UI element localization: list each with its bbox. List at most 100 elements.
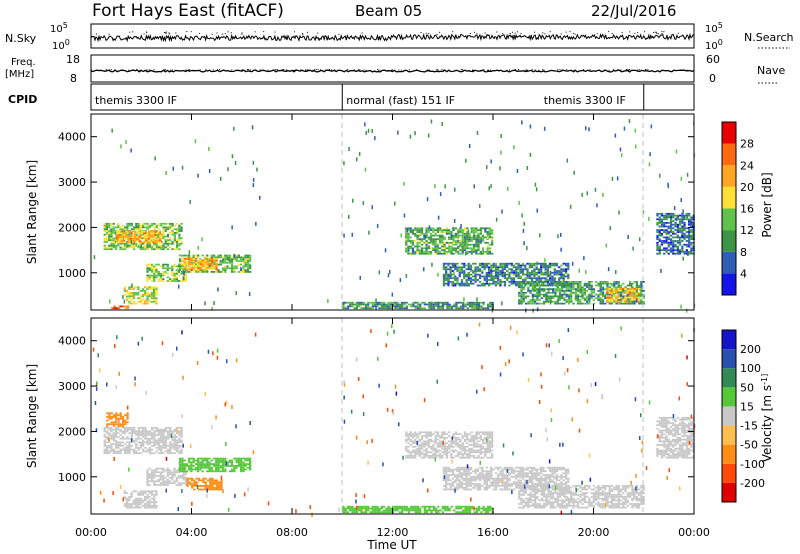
nsearch-point [549, 31, 551, 33]
nave-label: Nave [757, 64, 785, 77]
y-tick-label-1: 2000 [58, 221, 86, 234]
nsearch-point [166, 31, 167, 33]
nave-point [122, 69, 124, 71]
nave-point [134, 70, 136, 71]
x-axis-label: Time UT [366, 538, 417, 552]
nave-point [608, 69, 610, 71]
power-colorbar-label: Power [dB] [760, 172, 774, 237]
nsky-line [90, 32, 695, 43]
nsearch-point [146, 31, 148, 33]
nsky-panel: N.Sky 105 100 105 100 N.Search [5, 21, 794, 53]
nave-point [627, 69, 629, 71]
nave-point [162, 69, 164, 71]
x-tick-label-1: 04:00 [176, 526, 208, 539]
nsearch-point [132, 31, 134, 33]
nave-point [317, 69, 319, 71]
nsearch-point [656, 33, 658, 35]
nave-point [293, 70, 295, 71]
nave-point [427, 69, 429, 71]
nave-point [281, 69, 283, 71]
nave-point [534, 69, 536, 71]
nave-point [312, 69, 314, 71]
nave-point [488, 69, 490, 71]
x-tick-label-2: 08:00 [276, 526, 308, 539]
nsearch-point [634, 32, 636, 34]
nave-point [276, 69, 278, 71]
nave-point [300, 69, 302, 71]
nave-point [480, 69, 482, 71]
nave-point [217, 69, 218, 71]
nave-point [301, 69, 303, 71]
nsearch-point [544, 33, 546, 35]
colorbar-tick-label-3: 15 [740, 400, 754, 413]
nsearch-point [241, 33, 243, 35]
nave-point [416, 69, 418, 71]
nave-point [400, 69, 402, 71]
nsearch-point [338, 33, 340, 35]
nsearch-point [621, 31, 623, 33]
colorbar-tick-label-0: 200 [740, 343, 761, 356]
nave-point [436, 69, 438, 71]
date-label: 22/Jul/2016 [591, 2, 676, 20]
nsearch-tick-high: 105 [705, 21, 723, 36]
nave-point [247, 69, 249, 71]
nsearch-point [572, 32, 574, 34]
power-background [91, 114, 694, 310]
power-data [93, 119, 696, 313]
nsearch-point [662, 33, 664, 35]
nave-tick-low: 0 [709, 72, 716, 85]
nave-point [292, 69, 294, 71]
nave-point [169, 69, 171, 71]
nave-point [334, 69, 336, 71]
nave-point [365, 69, 367, 71]
nsearch-point [436, 33, 438, 35]
colorbar-tick-label-3: 16 [740, 203, 754, 216]
nsky-label: N.Sky [5, 32, 37, 45]
nsearch-point [168, 33, 170, 35]
nsearch-point [511, 31, 513, 33]
nave-point [538, 69, 540, 71]
nave-point [428, 69, 430, 71]
nsearch-point [425, 32, 427, 34]
nave-point [561, 69, 563, 71]
nave-point [583, 69, 585, 71]
velocity-colorbar: 200 100 50 15 -15 -50 -100 -200 [721, 329, 765, 503]
nave-point [487, 69, 488, 71]
nsearch-point [608, 31, 610, 33]
nsearch-point [254, 31, 256, 33]
nsearch-point [661, 33, 663, 34]
nave-point [509, 69, 510, 71]
nave-point [620, 69, 622, 71]
colorbar-band-1 [722, 463, 736, 483]
nave-point [222, 70, 224, 71]
nsearch-point [672, 33, 674, 35]
nave-point [398, 69, 400, 71]
nave-point [573, 69, 575, 71]
nave-point [107, 69, 109, 71]
data-region-3 [146, 467, 187, 486]
colorbar-tick-label-7: -200 [740, 477, 765, 490]
nsearch-point [509, 33, 511, 34]
y-tick-label-2: 3000 [58, 380, 86, 393]
nave-point [463, 69, 465, 71]
nave-point [638, 69, 640, 71]
nsearch-point [574, 33, 576, 35]
nave-point [283, 69, 285, 71]
nave-point [379, 69, 381, 71]
colorbar-tick-label-2: 50 [740, 381, 754, 394]
nsearch-point [241, 32, 243, 34]
nave-point [490, 69, 491, 71]
station-title: Fort Hays East (fitACF) [92, 1, 284, 21]
nsearch-point [611, 32, 613, 34]
nave-point [515, 69, 516, 71]
y-tick-label-1: 2000 [58, 425, 86, 438]
data-region-2 [123, 286, 158, 305]
nsearch-point [361, 32, 363, 34]
beam-label: Beam 05 [355, 2, 422, 20]
colorbar-tick-label-5: 8 [740, 246, 747, 259]
nsearch-point [514, 32, 516, 34]
nave-point [629, 69, 630, 70]
nave-point [391, 69, 393, 71]
nave-point [441, 69, 443, 71]
nsearch-point [143, 33, 145, 35]
